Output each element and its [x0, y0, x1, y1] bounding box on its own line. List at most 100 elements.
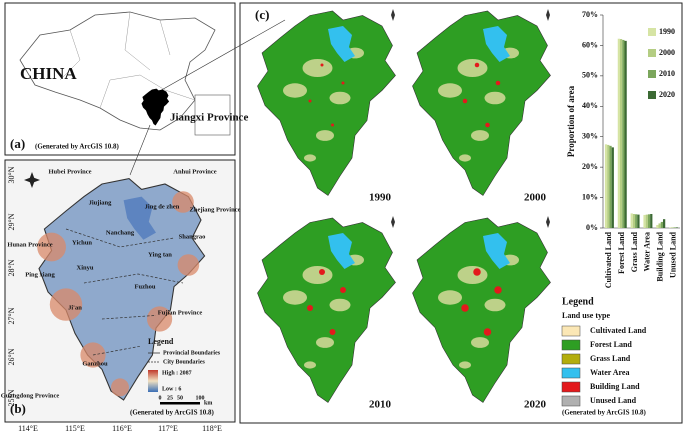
building-patch	[494, 286, 502, 294]
building-patch	[319, 269, 325, 275]
y-tick-label: 0%	[586, 223, 598, 232]
forest-area	[412, 10, 551, 196]
forest-area	[412, 217, 551, 403]
bar	[669, 227, 672, 228]
legend-item: 2000	[659, 48, 675, 57]
legend-item: Cultivated Land	[590, 326, 647, 335]
compass	[546, 9, 550, 21]
legend-swatch	[561, 339, 581, 351]
x-tick-label: Unused Land	[668, 231, 677, 278]
place-label: Zhejiang Province	[190, 206, 241, 213]
credit: (Generated by ArcGIS 10.8)	[35, 143, 120, 151]
bar	[624, 40, 627, 228]
y-tick-label: 70%	[582, 10, 598, 19]
water-area	[328, 26, 355, 62]
cultivated-patch	[459, 154, 471, 162]
land-use-map	[257, 10, 396, 196]
map-year: 1990	[369, 192, 392, 204]
highland	[147, 306, 173, 332]
compass	[24, 172, 40, 188]
legend-title: Legend	[148, 337, 174, 346]
place-label: Fujian Province	[158, 309, 203, 316]
legend-item: Unused Land	[590, 396, 637, 405]
cultivated-patch	[283, 290, 307, 305]
water-area	[328, 233, 355, 269]
y-tick-label: 60%	[582, 40, 598, 49]
bar	[662, 219, 666, 228]
bar	[604, 144, 608, 228]
y-axis-label: Proportion of area	[566, 85, 576, 157]
south-sea-inset	[194, 94, 231, 136]
water-area	[483, 233, 510, 269]
cultivated-patch	[329, 298, 351, 312]
cultivated-patch	[304, 361, 316, 369]
y-tick-label: 40%	[582, 101, 598, 110]
building-patch	[495, 80, 501, 86]
bar	[632, 214, 636, 228]
y-tick-label: 30%	[582, 132, 598, 141]
x-tick-label: Water Area	[643, 232, 652, 271]
compass	[391, 9, 395, 21]
place-label: Ganzhou	[82, 360, 108, 367]
legend-swatch	[561, 325, 581, 337]
place-label: Ji'an	[68, 304, 82, 311]
bar	[671, 227, 674, 228]
legend-swatch	[648, 28, 656, 36]
latitude-label: 30°N	[7, 166, 16, 183]
map-year: 2000	[524, 192, 547, 204]
longitude-label: 116°E	[112, 424, 132, 433]
longitude-label: 115°E	[65, 424, 85, 433]
country-label: CHINA	[20, 64, 77, 83]
legend-swatch	[648, 70, 656, 78]
land-use-map	[412, 10, 551, 196]
cultivated-patch	[304, 154, 316, 162]
zoom-line	[157, 19, 286, 93]
cultivated-patch	[484, 91, 506, 105]
highland	[37, 232, 66, 262]
cultivated-patch	[484, 298, 506, 312]
cultivated-patch	[438, 83, 462, 98]
building-patch	[474, 62, 480, 68]
building-patch	[308, 99, 312, 103]
cultivated-patch	[316, 337, 334, 348]
building-patch	[340, 287, 346, 293]
bar	[650, 214, 653, 228]
scale-label: 100	[196, 395, 205, 401]
highland	[177, 254, 200, 276]
latitude-label: 29°N	[7, 213, 16, 230]
place-label: Xinyu	[77, 264, 94, 271]
cultivated-patch	[471, 337, 489, 348]
bar	[637, 214, 640, 228]
building-patch	[331, 123, 334, 127]
bar	[617, 38, 621, 229]
map-year: 2010	[369, 399, 392, 411]
cultivated-patch	[459, 361, 471, 369]
dem-map	[37, 178, 206, 401]
legend-item: Forest Land	[590, 340, 632, 349]
place-label: Hubei Province	[48, 168, 91, 175]
bar	[607, 144, 610, 228]
cultivated-patch	[457, 59, 488, 77]
latitude-label: 25°N	[7, 389, 16, 406]
longitude-label: 114°E	[18, 424, 38, 433]
latitude-label: 28°N	[7, 259, 16, 276]
place-label: Nanchang	[106, 229, 135, 236]
legend-swatch	[648, 49, 656, 57]
latitude-label: 27°N	[7, 307, 16, 324]
legend-low: Low : 6	[162, 386, 181, 392]
building-patch	[485, 122, 490, 128]
compass	[546, 216, 550, 228]
legend-title: Legend	[562, 296, 594, 307]
legend-high: High : 2087	[162, 370, 192, 376]
bar	[611, 147, 614, 228]
lake	[123, 196, 156, 240]
place-label: Yichun	[72, 239, 92, 246]
building-patch	[462, 98, 468, 104]
bar	[635, 214, 638, 228]
cultivated-patch	[457, 266, 488, 284]
province-label: Jiangxi Province	[170, 112, 248, 124]
legend-item: Provincial Boundaries	[163, 350, 221, 356]
highland	[111, 378, 129, 397]
building-patch	[320, 63, 324, 67]
